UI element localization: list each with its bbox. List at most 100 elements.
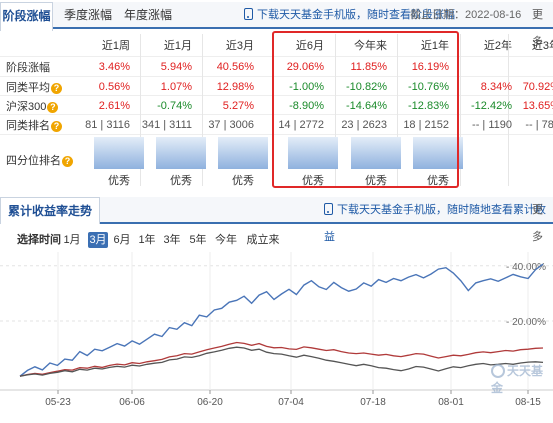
column-header: 近1月 bbox=[163, 40, 192, 52]
column-divider bbox=[335, 34, 336, 186]
table-divider bbox=[0, 114, 553, 115]
column-header: 近3年 bbox=[531, 40, 553, 52]
cumulative-return-chart: - 40.00% - 20.00% 05-23 06-06 06-20 07-04 07-1… bbox=[0, 252, 553, 408]
column-divider bbox=[397, 34, 398, 186]
row-label-quartile: 四分位排名? bbox=[6, 152, 73, 168]
table-divider bbox=[0, 76, 553, 77]
table-cell: 70.92% bbox=[522, 81, 553, 93]
row-label-stage-return: 阶段涨幅 bbox=[6, 62, 50, 74]
table-cell: 40.56% bbox=[216, 61, 254, 73]
range-button[interactable]: 1月 bbox=[63, 234, 81, 246]
table-cell: -14.64% bbox=[346, 100, 387, 112]
tab-year-return[interactable]: 年度涨幅 bbox=[123, 8, 172, 22]
mobile-phone-icon bbox=[324, 203, 333, 215]
table-cell: 81 | 3116 bbox=[85, 119, 130, 131]
x-tick-label: 07-04 bbox=[278, 397, 304, 408]
table-cell: 2.61% bbox=[98, 100, 130, 112]
table-cell: -8.90% bbox=[289, 100, 324, 112]
column-header: 近2年 bbox=[483, 40, 512, 52]
highlight-box bbox=[272, 31, 459, 188]
column-header: 近1周 bbox=[101, 40, 130, 52]
download-app-link-1[interactable]: 下载天天基金手机版，随时查看阶段涨幅 bbox=[244, 2, 455, 29]
cumulative-return-title: 累计收益率走势 bbox=[0, 197, 101, 224]
column-divider bbox=[460, 34, 461, 186]
quartile-bar bbox=[413, 137, 463, 169]
quartile-bar bbox=[94, 137, 144, 169]
column-header: 近3月 bbox=[225, 40, 254, 52]
table-cell: -12.42% bbox=[471, 100, 512, 112]
column-header: 近1年 bbox=[420, 40, 449, 52]
table-cell: -1.00% bbox=[289, 81, 324, 93]
table-cell: 12.98% bbox=[216, 81, 254, 93]
y-tick-label: - 20.00% bbox=[506, 317, 546, 328]
stage-tabbar: 阶段涨幅 季度涨幅 年度涨幅 下载天天基金手机版，随时查看阶段涨幅 截止日期：2… bbox=[0, 2, 553, 48]
quartile-bar bbox=[156, 137, 206, 169]
column-header: 今年来 bbox=[354, 40, 387, 52]
table-cell: -12.83% bbox=[408, 100, 449, 112]
quartile-label: 优秀 bbox=[427, 175, 449, 187]
quartile-bar bbox=[351, 137, 401, 169]
table-cell: -10.76% bbox=[408, 81, 449, 93]
row-label-csi300: 沪深300? bbox=[6, 98, 59, 114]
series-line bbox=[19, 341, 544, 377]
range-button[interactable]: 今年 bbox=[215, 234, 237, 246]
column-header: 近6月 bbox=[295, 40, 324, 52]
series-line bbox=[19, 346, 544, 377]
table-cell: 16.19% bbox=[411, 61, 449, 73]
quartile-bar bbox=[218, 137, 268, 169]
download-app-link-2[interactable]: 下载天天基金手机版，随时随地查看累计收益 bbox=[324, 197, 553, 243]
range-button[interactable]: 6月 bbox=[113, 234, 131, 246]
range-button[interactable]: 3年 bbox=[163, 234, 181, 246]
series-line bbox=[19, 263, 544, 377]
help-icon[interactable]: ? bbox=[62, 156, 73, 167]
range-button[interactable]: 1年 bbox=[138, 234, 156, 246]
help-icon[interactable]: ? bbox=[51, 83, 62, 94]
table-divider bbox=[0, 95, 553, 96]
x-tick-label: 06-06 bbox=[119, 397, 145, 408]
table-cell: 5.27% bbox=[222, 100, 254, 112]
table-cell: -0.74% bbox=[157, 100, 192, 112]
mobile-phone-icon bbox=[244, 8, 253, 20]
table-divider bbox=[0, 56, 553, 57]
table-cell: 11.85% bbox=[350, 61, 388, 73]
download-app-link-2-text: 下载天天基金手机版，随时随地查看累计收益 bbox=[324, 204, 546, 243]
time-range-selector: 选择时间 1月 3月 6月 1年 3年 5年 今年 成立来 bbox=[0, 231, 553, 249]
table-cell: -10.82% bbox=[346, 81, 387, 93]
quartile-label: 优秀 bbox=[232, 175, 254, 187]
table-cell: 14 | 2772 bbox=[278, 119, 324, 131]
table-cell: 18 | 2152 bbox=[403, 119, 449, 131]
x-tick-label: 06-20 bbox=[197, 397, 223, 408]
table-cell: 29.06% bbox=[286, 61, 324, 73]
x-tick-label: 05-23 bbox=[45, 397, 71, 408]
table-cell: -- | 781 bbox=[525, 119, 553, 131]
help-icon[interactable]: ? bbox=[47, 102, 59, 113]
help-icon[interactable]: ? bbox=[51, 121, 62, 132]
more-link-2[interactable]: 更多 bbox=[532, 204, 543, 243]
quartile-label: 优秀 bbox=[302, 175, 324, 187]
column-divider bbox=[140, 34, 141, 186]
table-cell: 13.65% bbox=[522, 100, 553, 112]
y-tick-label: - 40.00% bbox=[506, 262, 546, 273]
logo-icon bbox=[491, 364, 505, 378]
cumulative-return-header: 累计收益率走势 下载天天基金手机版，随时随地查看累计收益 更多 bbox=[0, 197, 553, 243]
table-divider bbox=[0, 134, 553, 135]
row-label-category-rank: 同类排名? bbox=[6, 117, 62, 133]
quartile-bar bbox=[288, 137, 338, 169]
quartile-label: 优秀 bbox=[365, 175, 387, 187]
table-cell bbox=[508, 59, 553, 75]
range-button[interactable]: 5年 bbox=[189, 234, 207, 246]
row-label-category-avg: 同类平均? bbox=[6, 79, 62, 95]
download-app-link-1-text: 下载天天基金手机版，随时查看阶段涨幅 bbox=[257, 9, 455, 21]
table-cell: 23 | 2623 bbox=[341, 119, 387, 131]
table-cell: 3.46% bbox=[98, 61, 130, 73]
tab-stage-return[interactable]: 阶段涨幅 bbox=[0, 2, 53, 31]
column-divider bbox=[508, 34, 509, 186]
tab-quarter-return[interactable]: 季度涨幅 bbox=[63, 8, 112, 22]
table-cell: 8.34% bbox=[480, 81, 512, 93]
x-tick-label: 08-15 bbox=[515, 397, 541, 408]
more-link-1[interactable]: 更多 bbox=[532, 9, 543, 48]
range-button[interactable]: 3月 bbox=[88, 232, 108, 248]
range-button[interactable]: 成立来 bbox=[246, 234, 280, 246]
watermark-logo: 天天基金 bbox=[491, 364, 544, 395]
table-cell: 0.56% bbox=[98, 81, 130, 93]
